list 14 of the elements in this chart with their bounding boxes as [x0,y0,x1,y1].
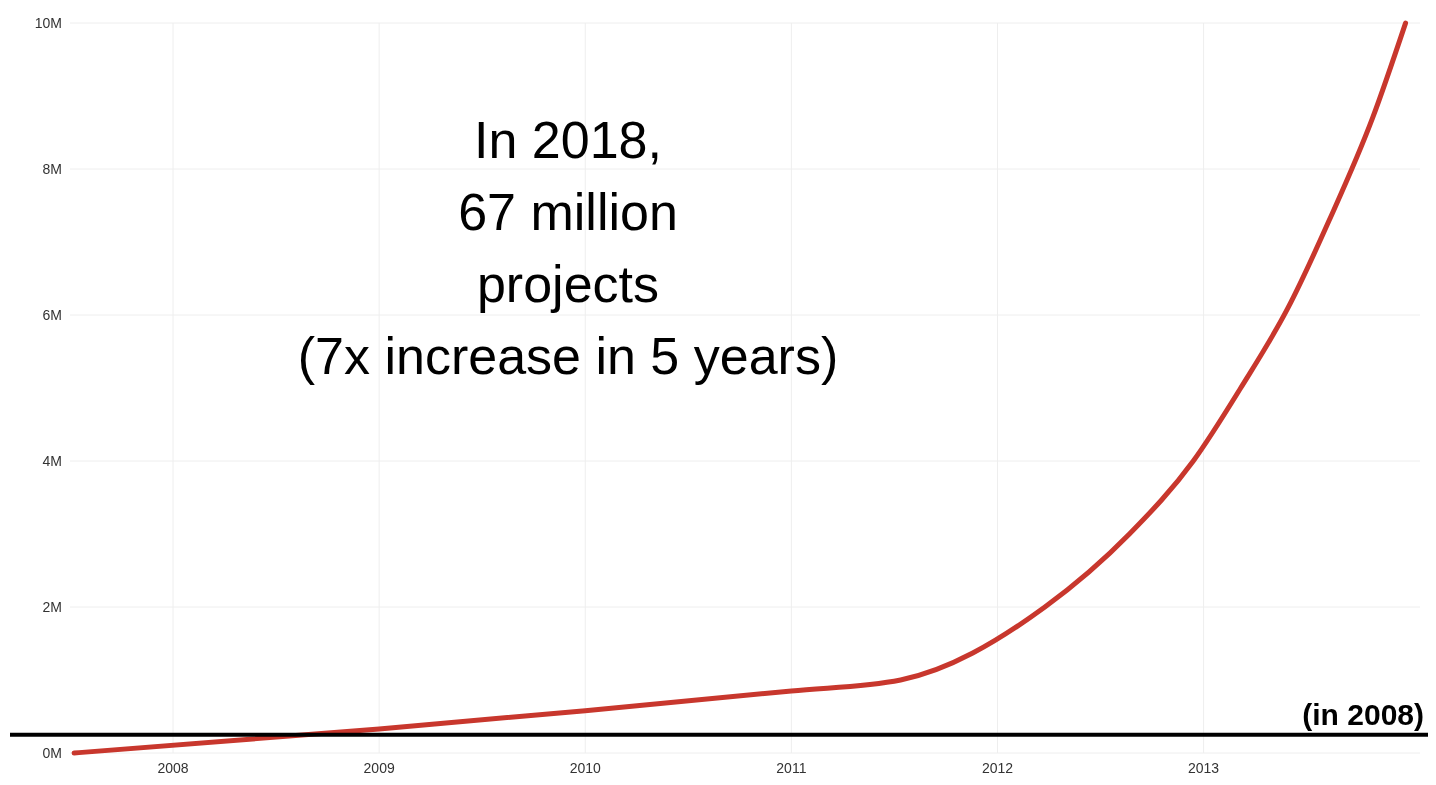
ref-line-label: (in 2008) [1302,697,1424,731]
x-tick-label: 2011 [776,760,807,776]
x-tick-label: 2008 [157,760,189,776]
y-tick-label: 8M [42,160,62,177]
y-tick-label: 10M [34,14,62,31]
x-tick-label: 2009 [363,760,395,776]
x-tick-label: 2010 [569,760,602,776]
y-tick-label: 4M [42,452,62,469]
x-tick-label: 2013 [1188,760,1220,776]
y-tick-label: 6M [42,306,62,323]
annotation: In 2018, 67 million projects (7x increase in 5 years) [297,111,839,385]
y-tick-label: 0M [42,744,62,761]
y-tick-label: 2M [42,598,62,615]
x-tick-label: 2012 [981,760,1014,776]
